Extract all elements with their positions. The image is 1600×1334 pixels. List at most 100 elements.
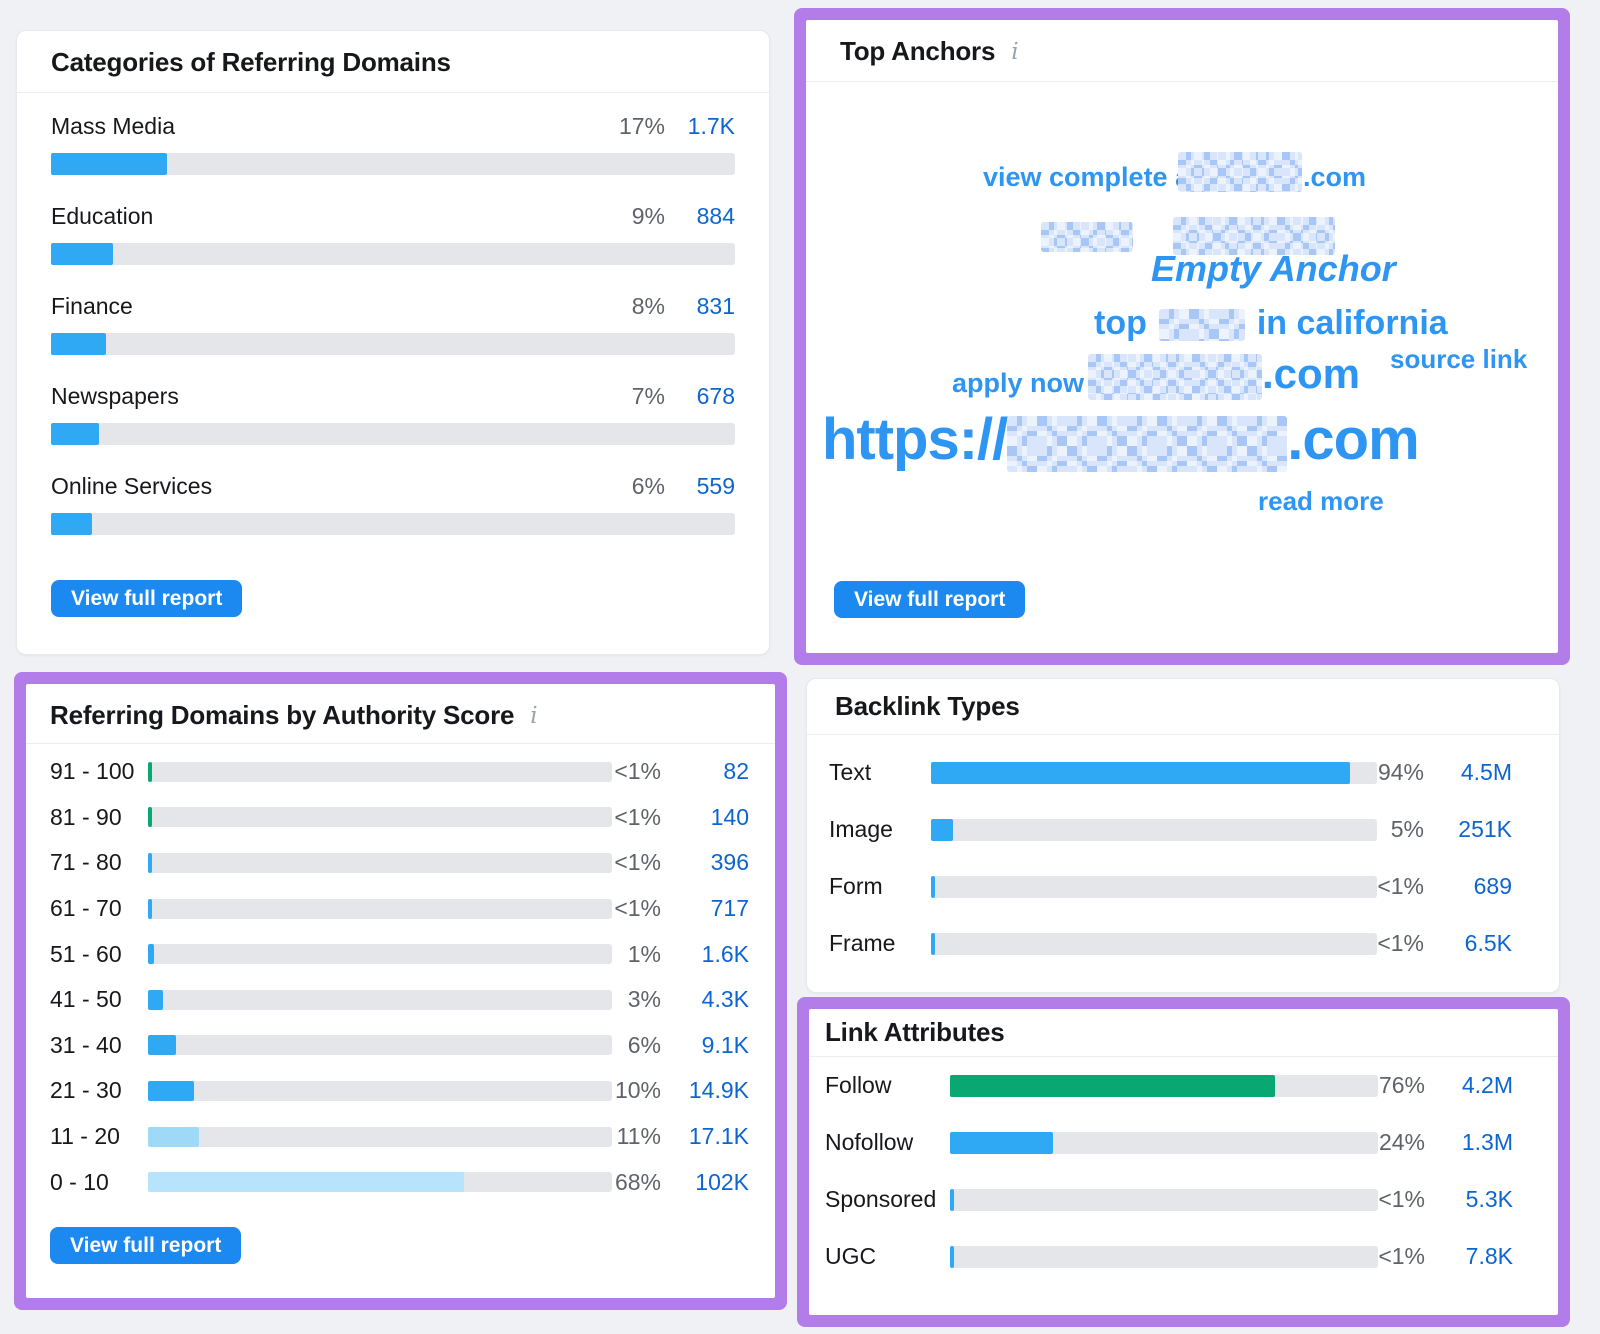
score-percent: 1% [627,940,661,967]
url-anchor-link[interactable]: https:// .com [822,406,1420,473]
anchor-link[interactable]: view complete a... [983,162,1213,192]
category-label: Newspapers [51,383,179,409]
authority-score-row: 81 - 90 <1% 140 [50,795,749,841]
score-percent: 10% [614,1077,661,1104]
backlink-type-label: Frame [829,930,896,956]
attribute-bar-fill [950,1245,954,1268]
categories-of-referring-domains-panel: Categories of Referring Domains Mass Med… [16,30,770,655]
score-count-link[interactable]: 17.1K [688,1123,749,1150]
panel-header: Backlink Types [807,679,1559,735]
backlink-percent: <1% [1377,930,1424,956]
score-range-label: 0 - 10 [50,1168,109,1195]
score-bar-fill [148,944,155,965]
anchor-text: top [1094,304,1147,342]
score-range-label: 21 - 30 [50,1077,122,1104]
score-percent: <1% [614,758,661,785]
score-bar-track [148,944,612,965]
category-label: Education [51,203,154,229]
backlink-count-link[interactable]: 689 [1473,873,1512,899]
panel-header: Referring Domains by Authority Score i [26,684,775,744]
authority-score-row: 0 - 10 68% 102K [50,1159,749,1205]
backlink-percent: 5% [1390,816,1424,842]
panel-title: Top Anchors [840,36,996,66]
view-full-report-button[interactable]: View full report [51,580,243,617]
backlink-bar-track [931,761,1377,784]
score-count-link[interactable]: 717 [710,895,749,922]
category-bar-track [51,153,735,175]
redacted-anchor-text [1007,415,1288,472]
score-count-link[interactable]: 9.1K [701,1031,749,1058]
authority-score-row: 51 - 60 1% 1.6K [50,931,749,977]
score-percent: <1% [614,803,661,830]
redacted-anchor-text [1158,309,1245,342]
anchor-text: .com [1287,407,1419,472]
link-attribute-label: Nofollow [825,1129,914,1155]
panel-title: Backlink Types [835,691,1020,721]
score-bar-track [148,989,612,1010]
score-bar-fill [148,898,153,919]
score-count-link[interactable]: 396 [710,849,749,876]
category-count-link[interactable]: 884 [696,203,735,229]
score-bar-track [148,807,612,828]
attribute-count-link[interactable]: 1.3M [1461,1129,1513,1155]
attribute-count-link[interactable]: 4.2M [1461,1072,1513,1098]
score-count-link[interactable]: 102K [695,1168,749,1195]
score-bar-fill [148,852,153,873]
anchor-link[interactable]: .com [1303,162,1367,192]
anchor-link[interactable]: read more [1258,486,1384,516]
backlink-bar-track [931,818,1377,841]
attribute-percent: <1% [1378,1186,1425,1212]
score-percent: <1% [614,849,661,876]
info-icon[interactable]: i [530,702,538,729]
score-bar-track [148,852,612,873]
category-count-link[interactable]: 1.7K [687,113,735,139]
backlink-bar-track [931,875,1377,898]
authority-score-row: 41 - 50 3% 4.3K [50,977,749,1023]
panel-title: Link Attributes [825,1017,1005,1047]
attribute-count-link[interactable]: 7.8K [1465,1243,1513,1269]
backlink-type-row: Frame <1% 6.5K [829,915,1512,972]
score-count-link[interactable]: 4.3K [701,986,749,1013]
score-count-link[interactable]: 14.9K [688,1077,749,1104]
info-icon[interactable]: i [1011,38,1019,65]
attribute-percent: <1% [1378,1243,1425,1269]
link-attribute-label: UGC [825,1243,877,1269]
backlink-count-link[interactable]: 251K [1458,816,1512,842]
authority-score-row: 61 - 70 <1% 717 [50,886,749,932]
score-range-label: 41 - 50 [50,986,122,1013]
score-count-link[interactable]: 82 [723,758,749,785]
backlink-count-link[interactable]: 4.5M [1460,759,1512,785]
view-full-report-button[interactable]: View full report [50,1227,242,1264]
anchor-link[interactable]: source link [1390,344,1528,374]
authority-score-row: 11 - 20 11% 17.1K [50,1114,749,1160]
score-percent: 6% [627,1031,661,1058]
category-count-link[interactable]: 831 [696,293,735,319]
category-count-link[interactable]: 678 [696,383,735,409]
category-label: Online Services [51,473,213,499]
category-percent: 7% [631,383,665,409]
backlink-type-rows: Text 94% 4.5M Image 5% 251K Form [807,735,1559,972]
annotation-highlight-link-attributes: Link Attributes Follow 76% 4.2M Nofollow [797,997,1570,1327]
attribute-bar-track [950,1074,1378,1097]
score-count-link[interactable]: 140 [710,803,749,830]
anchor-link[interactable]: top in california [1094,304,1448,343]
anchor-link[interactable]: .com [1262,350,1361,397]
category-percent: 6% [631,473,665,499]
attribute-bar-fill [950,1131,1053,1154]
view-full-report-button[interactable]: View full report [834,581,1026,618]
category-bar-track [51,333,735,355]
score-count-link[interactable]: 1.6K [701,940,749,967]
attribute-bar-fill [950,1188,954,1211]
link-attribute-label: Sponsored [825,1186,937,1212]
link-attribute-rows: Follow 76% 4.2M Nofollow 24% 1.3M [809,1057,1558,1285]
authority-score-row: 21 - 30 10% 14.9K [50,1068,749,1114]
category-bar-fill [51,243,113,265]
score-bar-track [148,898,612,919]
backlink-count-link[interactable]: 6.5K [1464,930,1512,956]
attribute-count-link[interactable]: 5.3K [1465,1186,1513,1212]
category-count-link[interactable]: 559 [696,473,735,499]
authority-score-row: 31 - 40 6% 9.1K [50,1023,749,1069]
empty-anchor-link[interactable]: Empty Anchor [1151,248,1396,289]
anchor-link[interactable]: apply now [952,368,1085,398]
link-attribute-label: Follow [825,1072,892,1098]
